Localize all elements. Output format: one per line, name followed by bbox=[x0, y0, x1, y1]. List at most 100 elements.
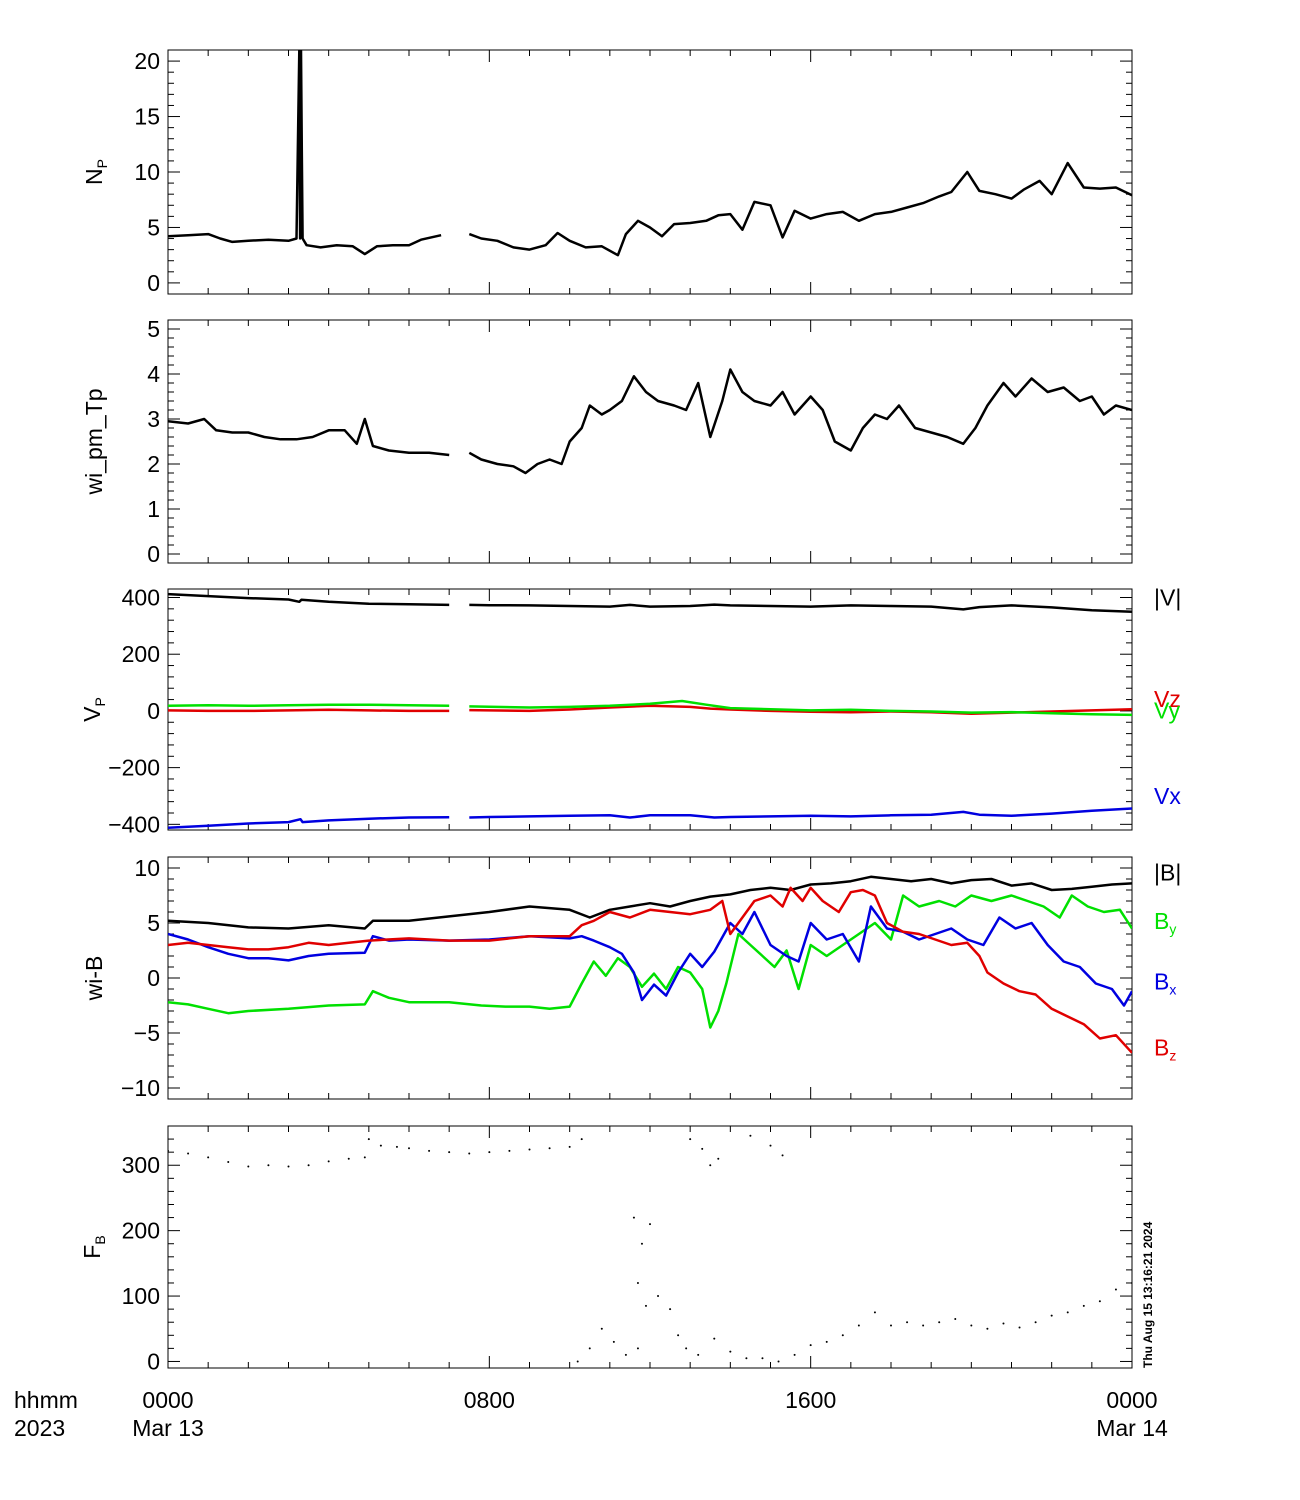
scatter-point bbox=[906, 1321, 909, 1324]
y-axis-label: wi-B bbox=[81, 956, 107, 1002]
legend-label: Bz bbox=[1154, 1034, 1176, 1063]
scatter-point bbox=[1082, 1304, 1085, 1307]
scatter-point bbox=[781, 1154, 784, 1157]
legend-label: |V| bbox=[1154, 585, 1181, 611]
scatter-point bbox=[568, 1145, 571, 1148]
y-tick-label: 15 bbox=[134, 104, 160, 130]
scatter-point bbox=[1018, 1326, 1021, 1329]
y-tick-label: 0 bbox=[147, 698, 160, 724]
y-tick-label: 300 bbox=[122, 1152, 160, 1178]
scatter-point bbox=[428, 1149, 431, 1152]
series-bz bbox=[168, 886, 1132, 1054]
y-tick-label: 5 bbox=[147, 214, 160, 240]
y-axis-label: wi_pm_Tp bbox=[81, 388, 107, 495]
series-b bbox=[168, 875, 1132, 930]
scatter-point bbox=[508, 1149, 511, 1152]
y-tick-label: 0 bbox=[147, 270, 160, 296]
scatter-point bbox=[841, 1334, 844, 1337]
scatter-point bbox=[327, 1160, 330, 1163]
scatter-point bbox=[636, 1281, 639, 1284]
scatter-point bbox=[640, 1242, 643, 1245]
scatter-point bbox=[689, 1138, 692, 1141]
x-tick-date-label: Mar 14 bbox=[1096, 1415, 1168, 1441]
scatter-point bbox=[395, 1145, 398, 1148]
scatter-point bbox=[636, 1347, 639, 1350]
y-axis-label: VP bbox=[79, 697, 108, 722]
scatter-point bbox=[247, 1165, 250, 1168]
series-bx bbox=[168, 905, 1132, 1007]
scatter-point bbox=[749, 1134, 752, 1137]
scatter-point bbox=[367, 1138, 370, 1141]
scatter-point bbox=[761, 1357, 764, 1360]
y-tick-label: 0 bbox=[147, 965, 160, 991]
panel-5: 0 100 200 300 FB bbox=[79, 1125, 1133, 1374]
scatter-point bbox=[986, 1327, 989, 1330]
y-tick-label: 1 bbox=[147, 496, 160, 522]
scatter-point bbox=[612, 1340, 615, 1343]
y-tick-label: 200 bbox=[122, 641, 160, 667]
y-tick-label: 0 bbox=[147, 541, 160, 567]
scatter-point bbox=[1098, 1300, 1101, 1303]
scatter-point bbox=[777, 1360, 780, 1363]
panels: 0 5 10 15 20 NP 0 1 2 3 4 5 wi_pm_Tp −400 −200 0 200 400 V… bbox=[79, 48, 1181, 1374]
scatter-point bbox=[347, 1157, 350, 1160]
scatter-point bbox=[287, 1165, 290, 1168]
y-tick-label: 4 bbox=[147, 361, 160, 387]
scatter-point bbox=[873, 1311, 876, 1314]
legend-label: Bx bbox=[1154, 968, 1176, 997]
scatter-point bbox=[825, 1340, 828, 1343]
scatter-point bbox=[769, 1144, 772, 1147]
x-tick-label: 1600 bbox=[785, 1387, 836, 1413]
y-tick-label: −10 bbox=[121, 1075, 160, 1101]
scatter-point bbox=[632, 1216, 635, 1219]
scatter-point bbox=[468, 1152, 471, 1155]
scatter-point bbox=[970, 1324, 973, 1327]
x-axis-row1-label: hhmm bbox=[14, 1387, 78, 1413]
x-axis-row2-label: 2023 bbox=[14, 1415, 65, 1441]
y-tick-label: −5 bbox=[134, 1020, 160, 1046]
scatter-point bbox=[363, 1156, 366, 1159]
y-tick-label: 100 bbox=[122, 1283, 160, 1309]
scatter-point bbox=[938, 1321, 941, 1324]
scatter-point bbox=[890, 1324, 892, 1327]
legend-label: Vy bbox=[1154, 697, 1180, 723]
scatter-point bbox=[669, 1308, 672, 1311]
scatter-point bbox=[657, 1295, 660, 1298]
scatter-point bbox=[713, 1337, 716, 1340]
y-tick-label: 0 bbox=[147, 1348, 160, 1374]
scatter-point bbox=[227, 1160, 230, 1163]
scatter-point bbox=[528, 1148, 531, 1151]
scatter-point bbox=[745, 1357, 748, 1360]
scatter-point bbox=[685, 1347, 688, 1350]
panel-1: 0 5 10 15 20 NP bbox=[81, 48, 1133, 296]
scatter-point bbox=[600, 1327, 603, 1330]
scatter-point bbox=[168, 1149, 169, 1152]
panel-2: 0 1 2 3 4 5 wi_pm_Tp bbox=[81, 316, 1133, 567]
series-v bbox=[168, 592, 1132, 613]
y-tick-label: −400 bbox=[108, 811, 160, 837]
y-axis-label: FB bbox=[79, 1235, 108, 1258]
scatter-point bbox=[580, 1138, 583, 1141]
scatter-point bbox=[922, 1324, 925, 1327]
series-data bbox=[168, 50, 1132, 257]
scatter-point bbox=[1066, 1311, 1069, 1314]
x-tick-date-label: Mar 13 bbox=[132, 1415, 204, 1441]
y-tick-label: 3 bbox=[147, 406, 160, 432]
legend-label: Vx bbox=[1154, 783, 1181, 809]
y-tick-label: 400 bbox=[122, 585, 160, 611]
legend-label: |B| bbox=[1154, 859, 1181, 885]
scatter-point bbox=[448, 1151, 451, 1154]
scatter-point bbox=[697, 1353, 700, 1356]
series-vx bbox=[168, 807, 1132, 829]
y-tick-label: 20 bbox=[134, 48, 160, 74]
scatter-point bbox=[644, 1304, 647, 1307]
y-tick-label: −200 bbox=[108, 755, 160, 781]
series-data bbox=[168, 368, 1132, 475]
y-tick-label: 10 bbox=[134, 855, 160, 881]
scatter-point bbox=[576, 1360, 579, 1363]
scatter-point bbox=[624, 1353, 627, 1356]
scatter-point bbox=[729, 1350, 732, 1353]
scatter-point bbox=[187, 1152, 190, 1155]
x-tick-label: 0800 bbox=[464, 1387, 515, 1413]
